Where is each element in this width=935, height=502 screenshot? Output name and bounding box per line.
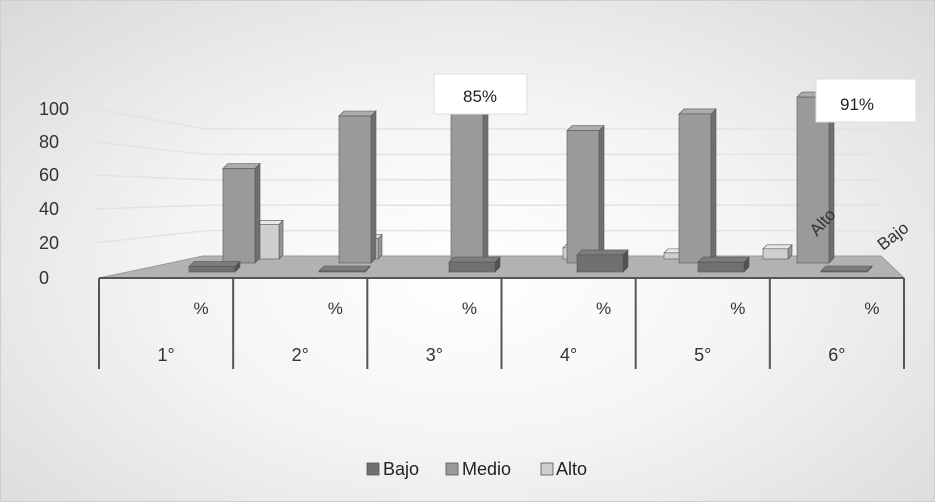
category-label: 1°: [157, 345, 174, 365]
bar-bajo: [820, 270, 868, 273]
gridline: [93, 108, 881, 130]
category-label: 2°: [292, 345, 309, 365]
legend-label: Medio: [462, 459, 511, 479]
bar-alto: [278, 219, 284, 260]
gridline: [93, 174, 881, 181]
data-label-box: [433, 73, 528, 115]
bar-bajo: [318, 265, 371, 272]
category-label: 3°: [426, 345, 443, 365]
bar-bajo: [318, 270, 366, 273]
bar-medio: [598, 124, 605, 264]
category-sublabel: %: [730, 299, 745, 318]
bar-bajo: [820, 265, 873, 272]
legend-swatch: [366, 462, 380, 476]
bar-medio: [566, 130, 600, 264]
bar-bajo: [697, 256, 750, 263]
bar-medio: [222, 168, 256, 264]
data-label-box: [815, 78, 917, 123]
bar-medio: [222, 163, 261, 169]
bar-bajo: [188, 266, 236, 273]
bar-medio: [678, 108, 717, 115]
legend-swatch: [540, 462, 554, 476]
bar-bajo: [448, 261, 496, 273]
category-label: 6°: [828, 345, 845, 365]
y-tick-label: 60: [39, 165, 59, 185]
category-sublabel: %: [194, 299, 209, 318]
y-tick-label: 40: [39, 199, 59, 219]
category-sublabel: %: [864, 299, 879, 318]
category-sublabel: %: [462, 299, 477, 318]
legend-swatch: [445, 462, 459, 476]
bar-bajo: [188, 261, 241, 267]
category-sublabel: %: [596, 299, 611, 318]
bar-alto: [762, 248, 789, 260]
bar-bajo: [576, 249, 629, 256]
bar-medio: [338, 110, 377, 117]
bar-medio: [450, 109, 484, 264]
depth-axis-label: Bajo: [874, 218, 913, 254]
legend-label: Alto: [556, 459, 587, 479]
bar-medio: [566, 125, 605, 131]
bar-alto: [762, 244, 793, 250]
y-tick-label: 20: [39, 233, 59, 253]
category-sublabel: %: [328, 299, 343, 318]
bar-bajo: [576, 254, 624, 273]
data-label: 85%: [463, 87, 497, 106]
bar-medio: [678, 113, 712, 264]
y-tick-label: 80: [39, 132, 59, 152]
gridline: [93, 141, 881, 156]
bar-medio: [482, 103, 489, 264]
y-tick-label: 0: [39, 268, 49, 288]
bar-medio: [710, 108, 717, 264]
category-label: 5°: [694, 345, 711, 365]
legend-label: Bajo: [383, 459, 419, 479]
category-label: 4°: [560, 345, 577, 365]
data-label: 91%: [840, 95, 874, 114]
gridline: [93, 229, 881, 244]
gridline: [93, 204, 881, 210]
bar-medio: [796, 96, 830, 264]
bar-medio: [370, 110, 377, 264]
bar-medio: [254, 162, 261, 264]
bar-bajo: [448, 256, 501, 263]
bar-medio: [338, 115, 372, 264]
y-tick-label: 100: [39, 99, 69, 119]
bar-bajo: [697, 261, 745, 273]
